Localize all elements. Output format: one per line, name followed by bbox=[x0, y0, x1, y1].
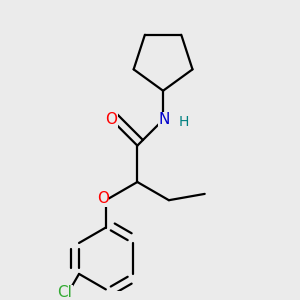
Text: Cl: Cl bbox=[58, 285, 72, 300]
Text: O: O bbox=[106, 112, 118, 128]
Text: N: N bbox=[159, 112, 170, 128]
Text: H: H bbox=[178, 116, 189, 129]
Text: O: O bbox=[97, 191, 109, 206]
